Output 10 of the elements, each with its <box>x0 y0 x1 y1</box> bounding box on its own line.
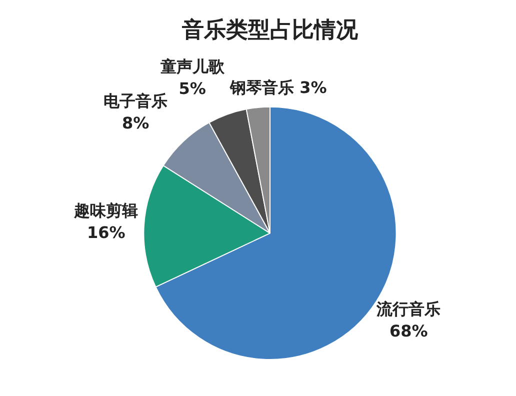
slice-label: 童声儿歌 <box>159 56 226 76</box>
slice-label: 趣味剪辑 <box>73 201 138 220</box>
slice-label: 钢琴音乐 3% <box>229 78 327 98</box>
chart-title: 音乐类型占比情况 <box>181 16 359 43</box>
data-label: 16% <box>86 223 126 242</box>
data-label: 5% <box>178 78 206 98</box>
slice-label: 流行音乐 <box>376 299 441 318</box>
slice-label: 电子音乐 <box>104 92 168 111</box>
data-label: 68% <box>389 321 428 340</box>
data-label: 8% <box>122 114 150 133</box>
